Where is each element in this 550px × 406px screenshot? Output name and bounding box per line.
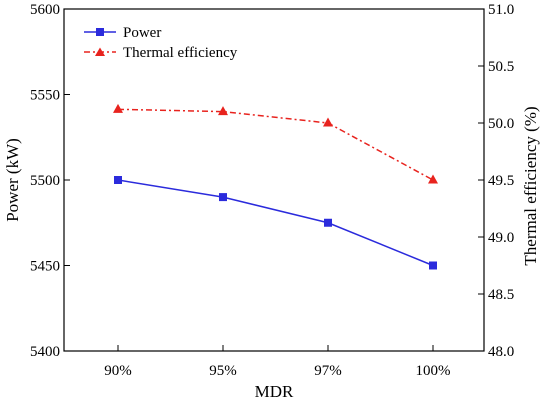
right-axis-tick-label: 51.0 (488, 2, 514, 18)
left-axis-title: Power (kW) (3, 138, 22, 222)
power-point (324, 218, 332, 227)
thermal-efficiency-point (113, 103, 123, 113)
legend-power-label: Power (123, 25, 161, 41)
thermal-efficiency-series-line (117, 108, 434, 181)
left-axis-ticks: 5400 5450 5500 5550 5600 (30, 2, 70, 360)
power-series-line (117, 179, 434, 267)
thermal-efficiency-point (218, 106, 228, 116)
legend-thermal-marker (95, 47, 105, 56)
left-axis-tick-label: 5500 (30, 173, 60, 189)
right-axis-tick-label: 48.0 (488, 344, 514, 360)
legend-item-power: Power (84, 25, 161, 41)
x-axis-tick-label: 100% (416, 363, 451, 379)
x-axis-ticks: 90% 95% 97% 100% (104, 345, 451, 379)
x-axis-tick-label: 90% (104, 363, 132, 379)
left-axis-tick-label: 5600 (30, 2, 60, 18)
legend-thermal-label: Thermal efficiency (123, 45, 238, 61)
x-axis-tick-label: 97% (314, 363, 342, 379)
right-axis-tick-label: 48.5 (488, 287, 514, 303)
x-axis-title: MDR (255, 382, 294, 401)
right-axis-tick-label: 50.0 (488, 116, 514, 132)
power-point (429, 261, 437, 270)
legend: Power Thermal efficiency (84, 25, 238, 61)
legend-item-thermal-efficiency: Thermal efficiency (84, 45, 238, 61)
x-axis-tick-label: 95% (209, 363, 237, 379)
left-axis-tick-label: 5450 (30, 259, 60, 275)
left-axis-tick-label: 5400 (30, 344, 60, 360)
series-layer (113, 103, 438, 270)
right-axis-title: Thermal efficiency (%) (521, 106, 540, 265)
legend-power-marker (96, 28, 104, 36)
right-axis-tick-label: 49.5 (488, 173, 514, 189)
right-axis-ticks: 48.0 48.5 49.0 49.5 50.0 50.5 51.0 (478, 2, 514, 360)
power-point (219, 193, 227, 202)
left-axis-tick-label: 5550 (30, 88, 60, 104)
right-axis-tick-label: 50.5 (488, 59, 514, 75)
power-point (114, 176, 122, 184)
thermal-efficiency-point (323, 117, 333, 127)
thermal-efficiency-point (428, 174, 438, 184)
right-axis-tick-label: 49.0 (488, 230, 514, 246)
